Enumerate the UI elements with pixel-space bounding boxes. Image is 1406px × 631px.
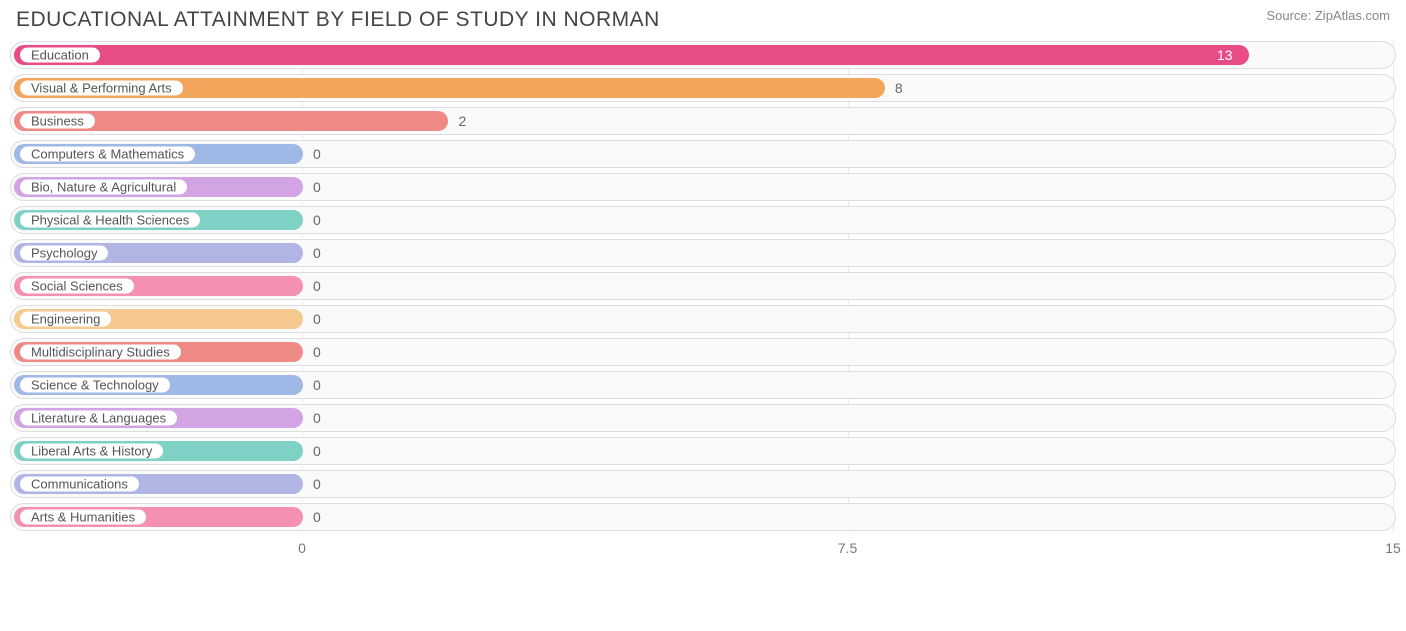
value-label: 0 [313, 311, 321, 327]
value-label: 0 [313, 377, 321, 393]
category-pill: Computers & Mathematics [18, 145, 197, 164]
value-label: 0 [313, 212, 321, 228]
chart-source: Source: ZipAtlas.com [1266, 8, 1390, 23]
bar-row: Physical & Health Sciences 0 [10, 206, 1396, 234]
value-label: 0 [313, 146, 321, 162]
chart-area: Education 13 Visual & Performing Arts 8 Busi… [10, 41, 1396, 562]
category-pill: Bio, Nature & Agricultural [18, 178, 189, 197]
x-axis: 07.515 [10, 536, 1396, 562]
x-axis-tick: 15 [1385, 540, 1401, 556]
x-axis-tick: 0 [298, 540, 306, 556]
bar-row: Literature & Languages 0 [10, 404, 1396, 432]
bar-row: Bio, Nature & Agricultural 0 [10, 173, 1396, 201]
bar-row: Engineering 0 [10, 305, 1396, 333]
category-pill: Physical & Health Sciences [18, 211, 202, 230]
category-pill: Communications [18, 475, 141, 494]
category-pill: Multidisciplinary Studies [18, 343, 183, 362]
value-label: 13 [1217, 47, 1233, 63]
value-label: 2 [458, 113, 466, 129]
category-pill: Social Sciences [18, 277, 136, 296]
value-label: 0 [313, 179, 321, 195]
bar-row: Multidisciplinary Studies 0 [10, 338, 1396, 366]
bar-row: Psychology 0 [10, 239, 1396, 267]
bar-fill [14, 45, 1249, 65]
category-pill: Literature & Languages [18, 409, 179, 428]
category-pill: Psychology [18, 244, 110, 263]
chart-title: EDUCATIONAL ATTAINMENT BY FIELD OF STUDY… [16, 8, 660, 32]
bar-row: Science & Technology 0 [10, 371, 1396, 399]
category-pill: Visual & Performing Arts [18, 79, 185, 98]
category-pill: Engineering [18, 310, 113, 329]
bar-row: Liberal Arts & History 0 [10, 437, 1396, 465]
bar-row: Communications 0 [10, 470, 1396, 498]
bar-row: Arts & Humanities 0 [10, 503, 1396, 531]
category-pill: Business [18, 112, 97, 131]
bar-row: Computers & Mathematics 0 [10, 140, 1396, 168]
value-label: 0 [313, 344, 321, 360]
x-axis-tick: 7.5 [838, 540, 857, 556]
value-label: 0 [313, 245, 321, 261]
value-label: 8 [895, 80, 903, 96]
value-label: 0 [313, 410, 321, 426]
category-pill: Education [18, 46, 102, 65]
value-label: 0 [313, 509, 321, 525]
bar-row: Visual & Performing Arts 8 [10, 74, 1396, 102]
category-pill: Science & Technology [18, 376, 172, 395]
chart-header: EDUCATIONAL ATTAINMENT BY FIELD OF STUDY… [10, 8, 1396, 36]
bar-row: Business 2 [10, 107, 1396, 135]
bar-row: Education 13 [10, 41, 1396, 69]
bar-row: Social Sciences 0 [10, 272, 1396, 300]
category-pill: Arts & Humanities [18, 508, 148, 527]
value-label: 0 [313, 278, 321, 294]
category-pill: Liberal Arts & History [18, 442, 165, 461]
value-label: 0 [313, 443, 321, 459]
value-label: 0 [313, 476, 321, 492]
